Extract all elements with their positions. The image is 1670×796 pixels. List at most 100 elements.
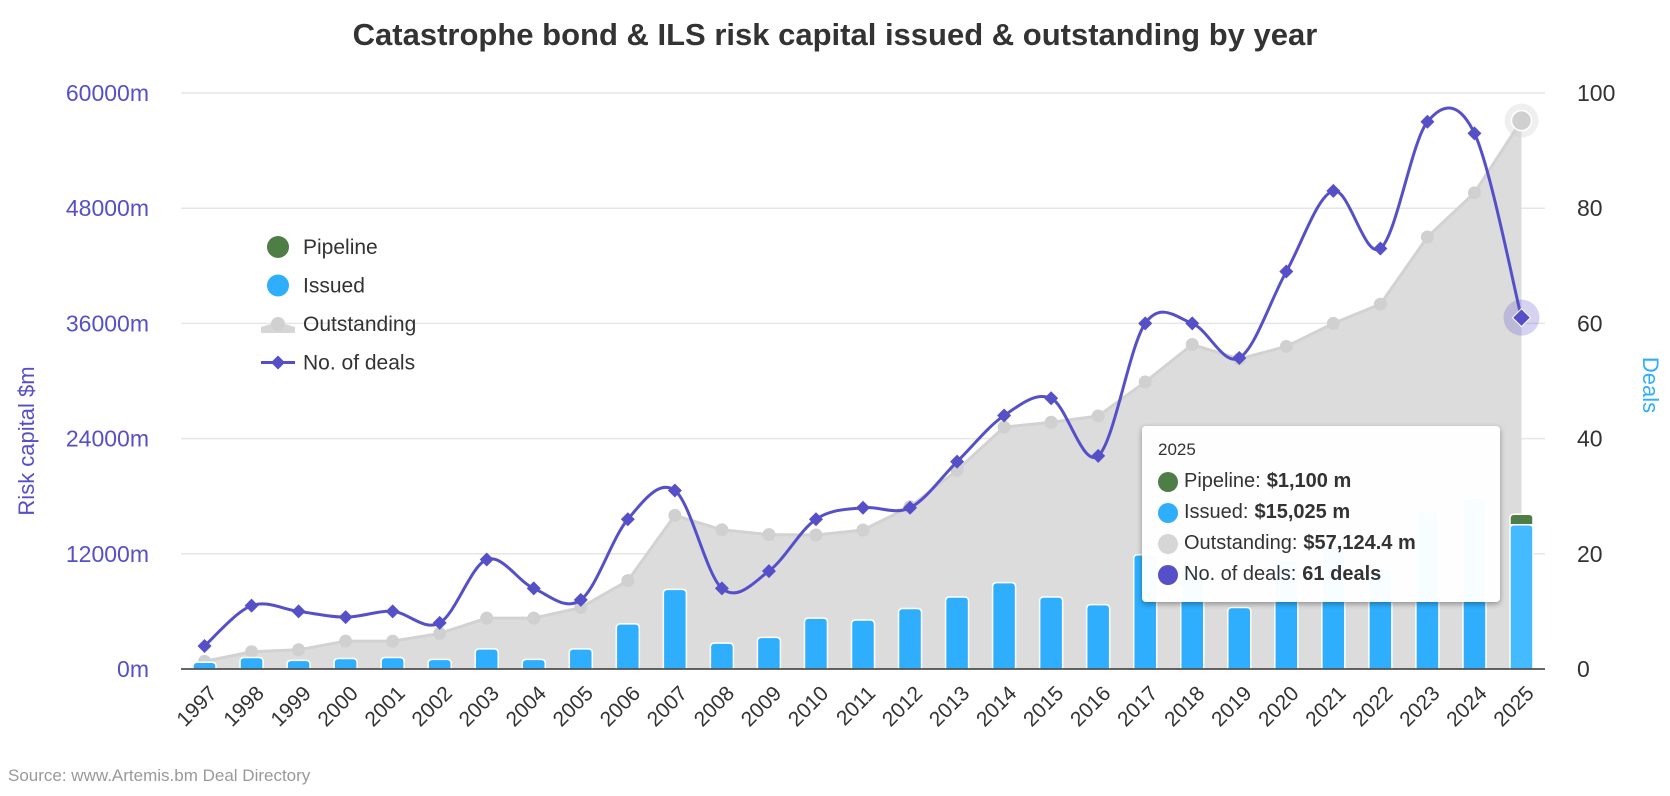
outstanding-dot-icon bbox=[1158, 533, 1178, 554]
deals-dot-icon bbox=[1158, 564, 1178, 585]
outstanding-point bbox=[997, 420, 1011, 434]
x-tick-label: 2004 bbox=[502, 682, 552, 732]
deals-point bbox=[1232, 350, 1247, 365]
tooltip-label: Outstanding: bbox=[1184, 532, 1298, 554]
deals-point bbox=[761, 564, 776, 579]
x-tick-label: 2021 bbox=[1301, 682, 1350, 731]
outstanding-point bbox=[433, 626, 447, 640]
x-tick-label: 2005 bbox=[549, 682, 598, 731]
pipeline-bar bbox=[1509, 513, 1534, 526]
deals-point bbox=[950, 454, 965, 469]
deals-point bbox=[1326, 183, 1341, 198]
tooltip-value: $1,100 m bbox=[1266, 470, 1352, 492]
issued-bar bbox=[239, 656, 264, 670]
x-tick-label: 2009 bbox=[737, 682, 786, 731]
pipeline-dot-icon bbox=[1158, 471, 1178, 492]
issued-bar bbox=[756, 636, 782, 670]
tooltip-label: Issued: bbox=[1184, 501, 1249, 523]
deals-point bbox=[385, 604, 400, 619]
tooltip-value: 61 deals bbox=[1302, 563, 1382, 585]
x-tick-label: 2007 bbox=[643, 682, 692, 731]
outstanding-point bbox=[1420, 230, 1434, 244]
x-tick-label: 1999 bbox=[266, 682, 315, 731]
outstanding-point bbox=[762, 528, 776, 542]
x-tick-label: 2008 bbox=[690, 682, 739, 731]
x-tick-label: 2020 bbox=[1254, 682, 1303, 731]
issued-bar bbox=[521, 658, 547, 670]
deals-point bbox=[667, 483, 682, 498]
issued-dot-icon bbox=[1158, 502, 1178, 523]
y-left-tick-label: 48000m bbox=[66, 195, 149, 221]
y-left-axis-title: Risk capital $m bbox=[14, 366, 39, 515]
deals-point bbox=[997, 408, 1012, 423]
x-tick-label: 2019 bbox=[1207, 682, 1256, 731]
issued-bar bbox=[380, 656, 405, 670]
x-tick-label: 2018 bbox=[1160, 682, 1209, 731]
outstanding-point bbox=[1138, 375, 1152, 389]
x-tick-label: 2025 bbox=[1489, 682, 1538, 731]
tooltip-value: $15,025 m bbox=[1254, 501, 1351, 523]
issued-bar bbox=[944, 596, 970, 670]
x-tick-label: 2024 bbox=[1442, 682, 1492, 732]
issued-bar bbox=[1227, 606, 1252, 670]
y-right-tick-label: 60 bbox=[1577, 310, 1603, 336]
legend-issued-icon bbox=[267, 274, 289, 297]
y-left-tick-label: 36000m bbox=[66, 310, 149, 336]
deals-point bbox=[526, 581, 541, 596]
y-right-tick-label: 80 bbox=[1577, 195, 1603, 221]
outstanding-point bbox=[1373, 297, 1387, 311]
legend-deals-marker-icon bbox=[271, 355, 285, 370]
deals-point bbox=[432, 615, 447, 630]
x-tick-label: 2001 bbox=[361, 682, 410, 731]
y-right-tick-label: 40 bbox=[1577, 426, 1603, 452]
deals-point bbox=[620, 512, 635, 527]
issued-bar bbox=[1085, 603, 1111, 670]
deals-point bbox=[1511, 307, 1532, 328]
y-left-tick-label: 24000m bbox=[66, 426, 149, 452]
deals-point bbox=[1467, 126, 1482, 141]
issued-bar bbox=[192, 661, 217, 670]
outstanding-point bbox=[621, 574, 635, 588]
deals-point bbox=[714, 581, 729, 596]
issued-bar bbox=[568, 648, 594, 670]
deals-point bbox=[338, 610, 353, 625]
x-tick-label: 2013 bbox=[925, 682, 974, 731]
deals-point bbox=[1091, 448, 1106, 463]
x-tick-label: 2015 bbox=[1019, 682, 1068, 731]
x-tick-label: 2022 bbox=[1348, 682, 1397, 731]
x-tick-label: 2002 bbox=[408, 682, 457, 731]
legend-pipeline-icon bbox=[267, 236, 289, 258]
x-tick-label: 2006 bbox=[596, 682, 645, 731]
tooltip-row-issued: Issued: $15,025 m bbox=[1158, 497, 1484, 528]
outstanding-point bbox=[1279, 339, 1293, 353]
y-right-axis-title: Deals bbox=[1638, 357, 1663, 413]
issued-bar bbox=[803, 617, 829, 670]
outstanding-point bbox=[1044, 415, 1058, 429]
tooltip-value: $57,124.4 m bbox=[1303, 532, 1416, 554]
outstanding-point bbox=[1510, 109, 1533, 132]
deals-point bbox=[808, 512, 823, 527]
deals-point bbox=[573, 592, 588, 607]
issued-bar bbox=[427, 658, 452, 670]
outstanding-point bbox=[1185, 338, 1199, 352]
outstanding-point bbox=[386, 634, 400, 648]
outstanding-point bbox=[245, 645, 259, 659]
y-right-tick-label: 20 bbox=[1577, 541, 1603, 567]
deals-point bbox=[856, 500, 870, 515]
deals-point bbox=[1185, 316, 1200, 331]
deals-point bbox=[903, 500, 918, 515]
deals-point bbox=[479, 552, 494, 567]
x-tick-label: 2011 bbox=[832, 682, 880, 730]
x-tick-label: 1998 bbox=[219, 682, 268, 731]
x-tick-label: 2023 bbox=[1395, 682, 1444, 731]
y-left-tick-label: 0m bbox=[117, 656, 149, 682]
deals-point bbox=[1138, 316, 1153, 331]
issued-bar bbox=[1509, 524, 1534, 670]
y-right-tick-label: 100 bbox=[1577, 80, 1615, 106]
issued-bar bbox=[709, 642, 735, 670]
issued-bar bbox=[333, 657, 358, 670]
tooltip: 2025 Pipeline: $1,100 m Issued: $15,025 m … bbox=[1142, 426, 1500, 602]
tooltip-row-outstanding: Outstanding: $57,124.4 m bbox=[1158, 528, 1484, 559]
x-tick-label: 2014 bbox=[972, 682, 1022, 732]
